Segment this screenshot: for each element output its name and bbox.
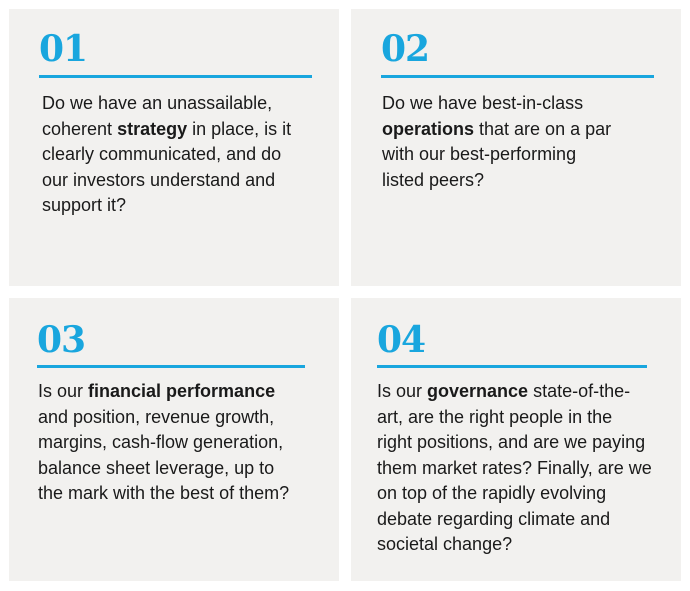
question-line: art, are the right people in the (377, 405, 675, 431)
line-text: them market rates? Finally, are we (377, 457, 652, 478)
card-question-text: Do we have an unassailable, coherent stra… (42, 91, 327, 219)
card-question-text: Is our governance state-of-the-art, are … (377, 379, 675, 558)
line-text: Do we have an unassailable, (42, 93, 273, 113)
line-text: Do we have best-in-class (382, 93, 584, 113)
line-text: Is our (377, 381, 428, 401)
question-line: coherent strategy in place, is it (42, 117, 327, 143)
keyword-text: governance (427, 381, 529, 401)
line-text: right positions, and are we paying (377, 432, 646, 452)
keyword-text: strategy (117, 118, 188, 139)
question-line: balance sheet leverage, up to (38, 456, 334, 482)
accent-rule (377, 365, 647, 368)
line-text: our investors understand and (42, 169, 276, 190)
question-line: the mark with the best of them? (38, 481, 334, 507)
question-card-01: 01 Do we have an unassailable, coherent s… (9, 9, 339, 286)
question-line: our investors understand and (42, 168, 327, 194)
line-text: clearly communicated, and do (42, 144, 282, 164)
keyword-text: financial performance (88, 381, 276, 401)
line-text: and position, revenue growth, (38, 406, 275, 427)
card-number: 01 (39, 28, 88, 70)
question-line: clearly communicated, and do (42, 142, 327, 168)
card-number: 04 (377, 319, 426, 361)
line-text: that are on a par (474, 118, 612, 139)
card-question-text: Do we have best-in-class operations that … (382, 91, 672, 193)
question-line: Do we have an unassailable, (42, 91, 327, 117)
question-card-02: 02 Do we have best-in-class operations th… (351, 9, 681, 286)
question-line: Do we have best-in-class (382, 91, 672, 117)
line-text: margins, cash-flow generation, (38, 432, 284, 452)
question-line: Is our financial performance (38, 379, 334, 405)
keyword-text: operations (382, 118, 475, 139)
accent-rule (37, 365, 305, 368)
question-line: operations that are on a par (382, 117, 672, 143)
question-line: societal change? (377, 532, 675, 558)
question-line: right positions, and are we paying (377, 430, 675, 456)
line-text: listed peers? (382, 169, 485, 190)
card-question-text: Is our financial performance and position… (38, 379, 334, 507)
line-text: the mark with the best of them? (38, 483, 290, 503)
question-line: debate regarding climate and (377, 507, 675, 533)
question-line: support it? (42, 193, 327, 219)
line-text: with our best-performing (382, 144, 577, 164)
question-card-03: 03 Is our financial performance and posit… (9, 298, 339, 581)
card-number: 02 (381, 28, 430, 70)
question-line: and position, revenue growth, (38, 405, 334, 431)
question-card-04: 04 Is our governance state-of-the-art, a… (351, 298, 681, 581)
line-text: coherent (42, 118, 118, 139)
line-text: support it? (42, 195, 127, 215)
question-line: with our best-performing (382, 142, 672, 168)
line-text: on top of the rapidly evolving (377, 483, 607, 503)
question-line: margins, cash-flow generation, (38, 430, 334, 456)
question-line: listed peers? (382, 168, 672, 194)
line-text: state-of-the- (528, 381, 631, 401)
line-text: societal change? (377, 534, 513, 554)
question-line: Is our governance state-of-the- (377, 379, 675, 405)
accent-rule (39, 75, 312, 78)
question-line: them market rates? Finally, are we (377, 456, 675, 482)
line-text: balance sheet leverage, up to (38, 457, 275, 478)
card-number: 03 (37, 319, 86, 361)
line-text: in place, is it (187, 118, 292, 139)
line-text: Is our (38, 381, 89, 401)
line-text: debate regarding climate and (377, 508, 611, 529)
line-text: art, are the right people in the (377, 406, 613, 427)
question-line: on top of the rapidly evolving (377, 481, 675, 507)
accent-rule (381, 75, 654, 78)
